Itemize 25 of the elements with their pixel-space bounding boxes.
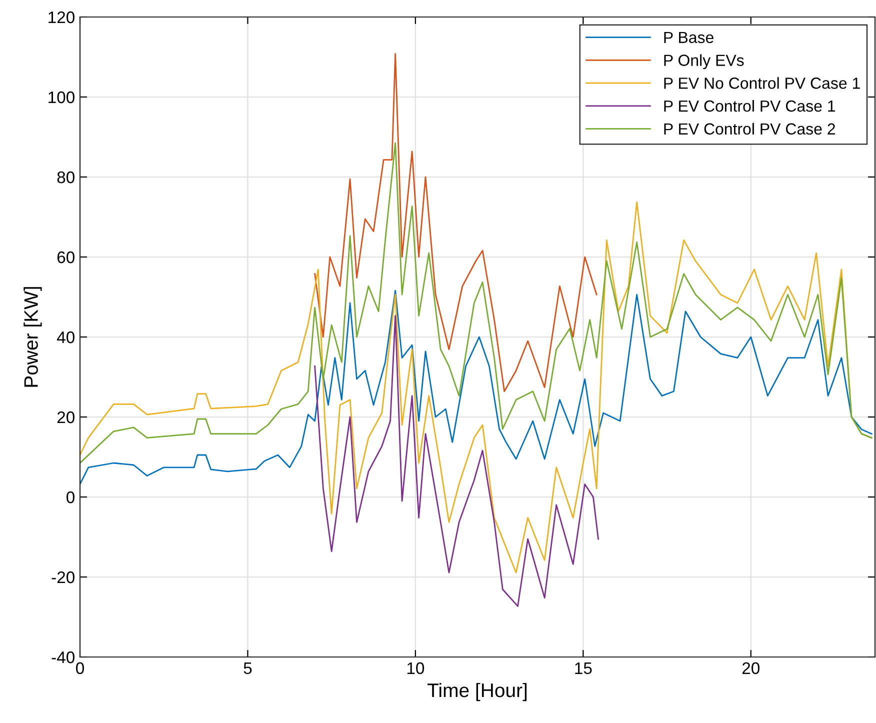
- x-tick-label: 20: [742, 662, 760, 674]
- legend-label: P EV No Control PV Case 1: [664, 77, 860, 89]
- y-tick-label: 40: [56, 331, 74, 344]
- y-tick-label: 80: [57, 171, 74, 184]
- legend-label: P Only EVs: [664, 54, 744, 70]
- line-series: [314, 315, 599, 607]
- y-axis-title: Power [KW]: [24, 287, 42, 387]
- x-tick-label: 15: [575, 662, 592, 674]
- y-tick-label: 100: [48, 91, 74, 104]
- x-axis-title: Time [Hour]: [428, 682, 527, 702]
- x-tick-label: 0: [76, 662, 84, 674]
- x-tick-label: 5: [244, 662, 252, 674]
- line-series: [80, 142, 872, 464]
- legend-label: P EV Control PV Case 1: [664, 100, 835, 112]
- y-tick-label: 120: [48, 11, 74, 24]
- y-tick-label: -20: [52, 571, 74, 584]
- y-tick-label: 20: [57, 411, 74, 424]
- legend-label: P EV Control PV Case 2: [664, 122, 835, 135]
- line-series: [314, 53, 598, 392]
- y-tick-label: 60: [57, 251, 74, 264]
- y-tick-label: 0: [66, 491, 74, 504]
- line-series: [80, 290, 872, 485]
- x-tick-label: 10: [407, 662, 424, 674]
- y-tick-label: -40: [52, 651, 74, 664]
- legend-label: P Base: [664, 32, 714, 44]
